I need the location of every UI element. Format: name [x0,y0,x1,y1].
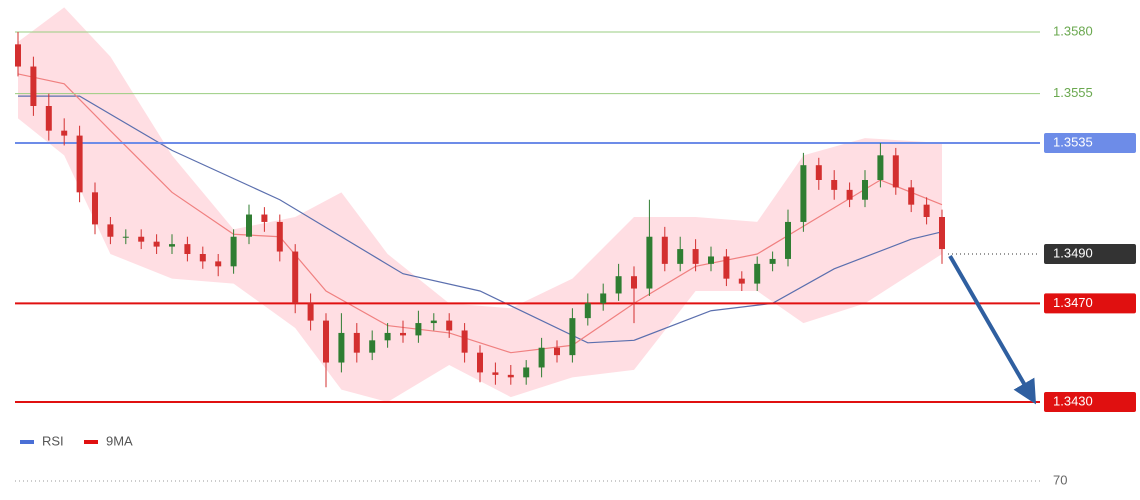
candle-body [677,249,684,264]
candle-body [892,155,899,188]
candle-body [908,187,915,205]
candle-body [30,66,37,106]
candle-body [430,320,437,324]
legend-label: 9MA [106,433,133,448]
level-label-box [1044,293,1136,314]
level-label: 1.3430 [1053,393,1093,408]
candle-body [738,278,745,284]
candle-body [169,244,175,247]
candle-body [215,261,222,267]
level-label: 1.3535 [1053,134,1093,149]
candle-body [600,293,607,304]
candle-body [76,135,83,193]
candle-body [461,330,468,353]
candle-body [230,236,237,267]
level-label-box [1044,133,1136,153]
candle-body [692,249,699,264]
candle-body [199,254,206,262]
candle-body [353,332,360,353]
candle-body [923,204,930,217]
legend-label: RSI [42,433,64,448]
candle-body [769,258,776,264]
candle-body [122,236,129,238]
candle-body [92,192,98,225]
candle-body [369,340,376,353]
candle-body [877,155,884,180]
candle-body [246,214,252,237]
candle-body [477,352,483,373]
candle-body [507,374,514,378]
candle-body [446,320,453,331]
candle-body [276,221,283,252]
candle-body [523,367,530,378]
level-label-box [1044,392,1136,412]
current-price-box [1044,244,1136,264]
candle-body [153,241,160,247]
candle-body [615,276,622,294]
level-label: 1.3580 [1053,23,1093,38]
rsi-tick-label: 70 [1053,472,1067,487]
level-label: 1.3555 [1053,85,1093,100]
candle-body [261,214,268,222]
candle-body [138,236,145,242]
candle-body [538,347,545,368]
candle-body [785,221,791,259]
candle-body [846,189,853,200]
candle-body [815,165,822,180]
projection-arrow [948,254,1037,405]
candle-body [400,332,406,336]
candle-body [292,251,299,304]
candle-body [584,303,591,319]
bollinger-band [18,7,942,402]
candle-body [323,320,329,363]
candle-body [307,303,314,321]
candle-body [554,347,560,356]
candle-body [800,165,807,222]
candle-body [45,106,52,131]
candle-body [723,256,730,279]
candle-body [184,244,191,254]
candle-body [15,44,21,67]
candle-body [754,263,761,284]
candle-body [939,217,945,250]
candle-body [862,180,868,200]
candle-body [415,323,422,336]
candle-body [661,236,668,264]
candle-body [492,372,499,375]
moving-average [18,95,943,344]
level-label: 1.3470 [1053,295,1093,310]
candle-body [384,332,391,341]
current-price-label: 1.3490 [1053,245,1093,260]
candle-body [61,130,68,136]
candle-body [631,276,637,289]
candle-body [646,236,653,289]
candle-body [107,224,114,237]
candle-body [831,180,838,190]
candle-body [708,256,714,264]
candle-body [338,332,345,363]
candle-body [569,318,576,356]
